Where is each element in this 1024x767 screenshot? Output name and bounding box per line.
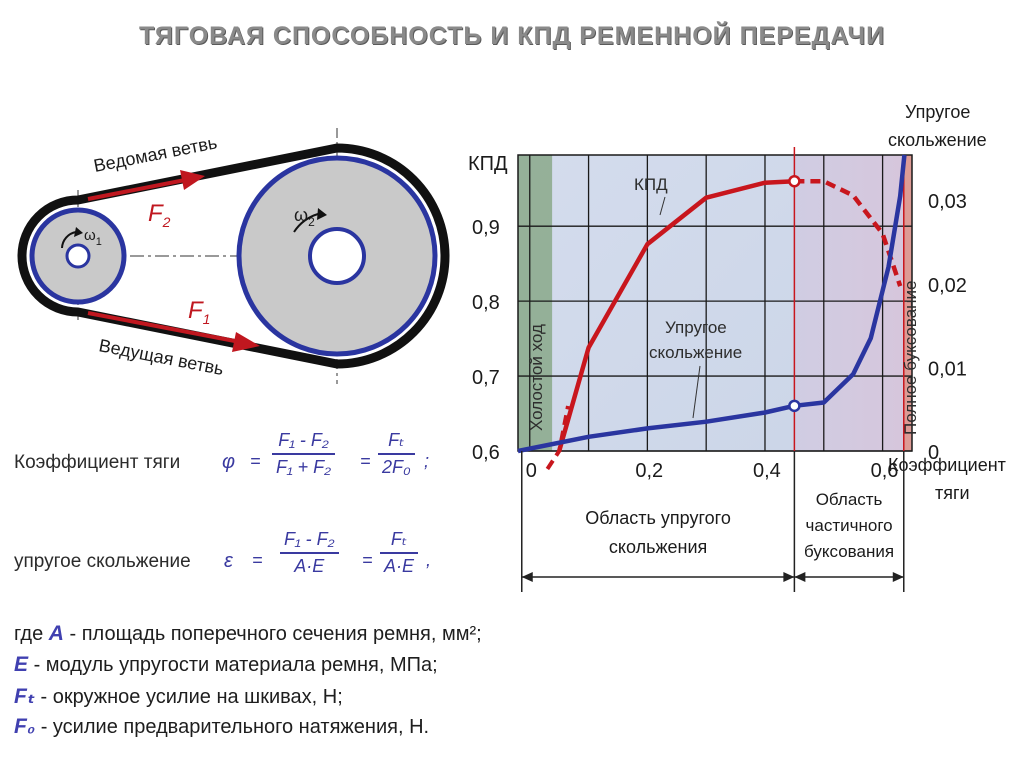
small-pulley-hub xyxy=(65,243,91,269)
force-arrowhead-tight xyxy=(232,332,260,352)
y-right-tick-label: 0,03 xyxy=(928,191,967,213)
kpd-curve-label: КПД xyxy=(634,175,668,194)
y-left-tick-label: 0,8 xyxy=(472,292,500,314)
legend-text-modulus: - модуль упругости материала ремня, МПа; xyxy=(33,654,438,676)
omega-large-label: ω2 xyxy=(294,205,315,229)
slide-title: ТЯГОВАЯ СПОСОБНОСТЬ И КПД РЕМЕННОЙ ПЕРЕД… xyxy=(138,22,886,50)
rotation-arrow-large xyxy=(293,213,319,233)
legend-prefix: где xyxy=(14,623,44,645)
idle-region-band xyxy=(518,155,553,451)
omega-small-label: ω1 xyxy=(84,227,102,248)
zone-label-elastic: скольжения xyxy=(609,537,707,557)
y-left-tick-label: 0,6 xyxy=(472,442,500,464)
region-label-idle: Холостой ход xyxy=(527,324,546,431)
x-tick-label: 0,4 xyxy=(753,460,781,482)
legend-symbol-circumferential-force: Fₜ xyxy=(14,685,35,708)
kpd-curve xyxy=(557,178,795,452)
force-arrow-tight xyxy=(87,311,241,344)
x-axis-label-line2: тяги xyxy=(935,483,970,503)
slip-curve-label-line1: Упругое xyxy=(665,318,727,337)
force-label-tight: F1 xyxy=(188,297,210,327)
legend-symbol-area: A xyxy=(48,622,64,645)
legend-symbol-modulus: E xyxy=(14,653,29,676)
kpd-label-leader xyxy=(659,196,666,216)
force-arrow-slack xyxy=(87,178,186,201)
region-label-full-slip: Полное буксование xyxy=(901,280,920,435)
zone-arrowhead xyxy=(892,572,904,582)
zone-arrowhead xyxy=(521,572,533,582)
kpd-curve-dashed-end xyxy=(794,178,903,287)
legend-line-circumferential-force: Fₜ - окружное усилие на шкивах, Н; xyxy=(14,684,343,709)
x-axis-label-line1: Коэффициент xyxy=(888,455,1006,475)
elastic-region-bg xyxy=(518,155,795,451)
force-arrowhead-slack xyxy=(180,170,205,190)
force-label-slack: F2 xyxy=(148,200,171,230)
slip-critical-marker xyxy=(788,399,801,413)
kpd-max-marker xyxy=(788,174,801,188)
zone-label-partial-slip: Область xyxy=(816,490,883,509)
legend-line-modulus: E - модуль упругости материала ремня, МП… xyxy=(14,653,438,677)
rotation-arrowhead-small xyxy=(74,227,83,237)
zone-label-elastic: Область упругого xyxy=(585,508,731,528)
legend-line-area: где A - площадь поперечного сечения ремн… xyxy=(14,622,482,646)
full-slip-region-band xyxy=(903,155,912,451)
y-left-tick-label: 0,9 xyxy=(472,217,500,239)
large-pulley-hub xyxy=(308,227,366,285)
y-left-tick-label: 0,7 xyxy=(472,367,500,389)
partial-slip-region-bg xyxy=(794,155,904,451)
legend-text-area: - площадь поперечного сечения ремня, мм²… xyxy=(69,623,482,645)
zone-label-partial-slip: частичного xyxy=(806,516,893,535)
legend-text-circumferential-force: - окружное усилие на шкивах, Н; xyxy=(40,686,343,708)
x-tick-label: 0,6 xyxy=(871,460,899,482)
y-right-tick-label: 0,01 xyxy=(928,358,967,380)
y-right-axis-label-line1: Упругое xyxy=(905,102,970,122)
x-tick-label: 0 xyxy=(526,460,537,482)
legend-line-pretension: F₀ - усилие предварительного натяжения, … xyxy=(14,715,429,739)
belt xyxy=(17,143,450,369)
rotation-arrowhead-large xyxy=(317,208,327,220)
legend-symbol-pretension: F₀ xyxy=(14,715,36,738)
slip-label-leader xyxy=(692,365,701,419)
zone-arrowhead xyxy=(783,572,795,582)
plot-frame xyxy=(517,154,913,452)
x-tick-label: 0,2 xyxy=(635,460,663,482)
slip-curve xyxy=(517,154,907,454)
legend-text-pretension: - усилие предварительного натяжения, Н. xyxy=(40,716,430,738)
zone-label-partial-slip: буксования xyxy=(804,542,894,561)
y-right-tick-label: 0 xyxy=(928,442,939,464)
slip-curve-label-line2: скольжение xyxy=(649,343,742,362)
y-left-axis-label: КПД xyxy=(468,153,508,175)
zone-arrowhead xyxy=(794,572,806,582)
rotation-arrow-small xyxy=(61,231,77,249)
y-right-axis-label-line2: скольжение xyxy=(888,130,987,150)
y-right-tick-label: 0,02 xyxy=(928,275,967,297)
